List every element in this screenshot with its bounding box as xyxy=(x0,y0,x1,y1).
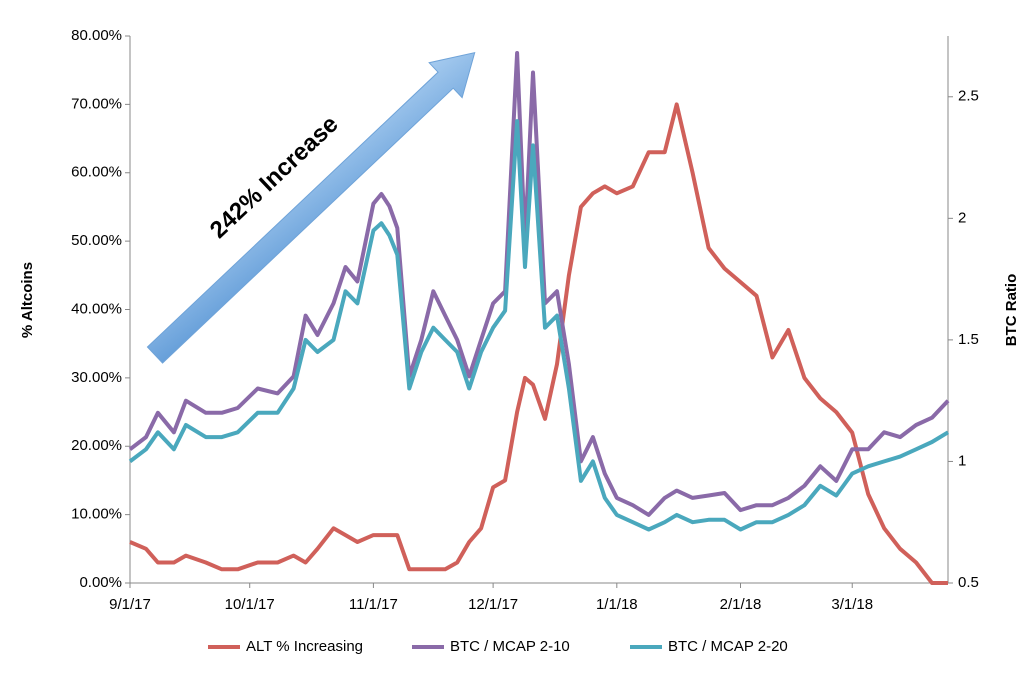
x-tick-label: 10/1/17 xyxy=(225,596,275,613)
series-line xyxy=(128,51,950,517)
y2-tick-label: 2.5 xyxy=(958,88,979,105)
legend-label: BTC / MCAP 2-20 xyxy=(668,638,788,655)
x-tick-label: 11/1/17 xyxy=(349,596,398,613)
y-tick-label: 0.00% xyxy=(79,574,122,591)
y-tick-label: 70.00% xyxy=(71,95,122,112)
legend-label: BTC / MCAP 2-10 xyxy=(450,638,570,655)
series-line xyxy=(128,119,950,532)
y-tick-label: 80.00% xyxy=(71,27,122,44)
series-line xyxy=(129,102,948,585)
y-tick-label: 30.00% xyxy=(71,369,122,386)
y-tick-label: 50.00% xyxy=(71,232,122,249)
x-tick-label: 3/1/18 xyxy=(831,596,873,613)
x-tick-label: 2/1/18 xyxy=(720,596,762,613)
x-tick-label: 1/1/18 xyxy=(596,596,638,613)
y2-tick-label: 1 xyxy=(958,452,966,469)
x-tick-label: 12/1/17 xyxy=(468,596,518,613)
arrow xyxy=(146,52,476,364)
y2-tick-label: 0.5 xyxy=(958,574,979,591)
legend-label: ALT % Increasing xyxy=(246,638,363,655)
y2-tick-label: 2 xyxy=(958,209,966,226)
y-tick-label: 40.00% xyxy=(71,300,122,317)
y-tick-label: 60.00% xyxy=(71,164,122,181)
x-tick-label: 9/1/17 xyxy=(109,596,151,613)
y-axis-label: % Altcoins xyxy=(19,262,36,338)
y2-axis-label: BTC Ratio xyxy=(1003,274,1020,347)
y2-tick-label: 1.5 xyxy=(958,331,979,348)
y-tick-label: 20.00% xyxy=(71,437,122,454)
y-tick-label: 10.00% xyxy=(71,506,122,523)
